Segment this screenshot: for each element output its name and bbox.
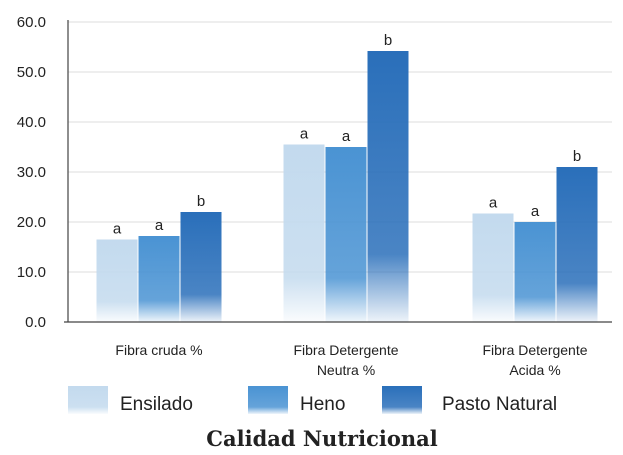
x-category-label: Fibra Detergente Neutra % (293, 342, 398, 378)
bar-heno (138, 236, 180, 322)
legend-label: Heno (300, 394, 345, 415)
bar-ensilado (96, 239, 138, 322)
significance-label: b (573, 148, 581, 165)
legend-swatch (248, 386, 288, 414)
significance-label: b (384, 32, 392, 49)
bar-ensilado (283, 144, 325, 322)
y-tick-label: 40.0 (17, 114, 46, 131)
bars (96, 51, 598, 322)
significance-label: a (342, 128, 351, 145)
legend: Ensilado Heno Pasto Natural (68, 386, 557, 415)
significance-label: a (113, 221, 122, 238)
legend-swatch (382, 386, 422, 414)
y-tick-label: 30.0 (17, 164, 46, 181)
significance-label: a (531, 203, 540, 220)
significance-label: b (197, 193, 205, 210)
y-tick-label: 50.0 (17, 64, 46, 81)
y-axis-ticks: 0.0 10.0 20.0 30.0 40.0 50.0 60.0 (17, 14, 46, 331)
y-tick-label: 0.0 (25, 314, 46, 331)
legend-swatch (68, 386, 108, 414)
significance-labels: a a b a a b a a b (113, 32, 581, 238)
legend-label: Pasto Natural (442, 394, 557, 415)
chart-title: Calidad Nutricional (206, 426, 437, 451)
axes (64, 20, 612, 323)
bar-pasto-natural (367, 51, 409, 322)
legend-label: Ensilado (120, 394, 193, 415)
significance-label: a (155, 217, 164, 234)
y-tick-label: 60.0 (17, 14, 46, 31)
bar-pasto-natural (180, 212, 222, 322)
bar-pasto-natural (556, 167, 598, 322)
y-tick-label: 10.0 (17, 264, 46, 281)
significance-label: a (300, 126, 309, 143)
bar-ensilado (472, 213, 514, 322)
x-category-label: Fibra Detergente Acida % (482, 342, 587, 378)
significance-label: a (489, 195, 498, 212)
x-category-label: Fibra cruda % (115, 342, 202, 358)
y-tick-label: 20.0 (17, 214, 46, 231)
bar-heno (325, 147, 367, 322)
bar-heno (514, 222, 556, 322)
x-axis-categories: Fibra cruda % Fibra Detergente Neutra % Fib… (115, 342, 587, 378)
